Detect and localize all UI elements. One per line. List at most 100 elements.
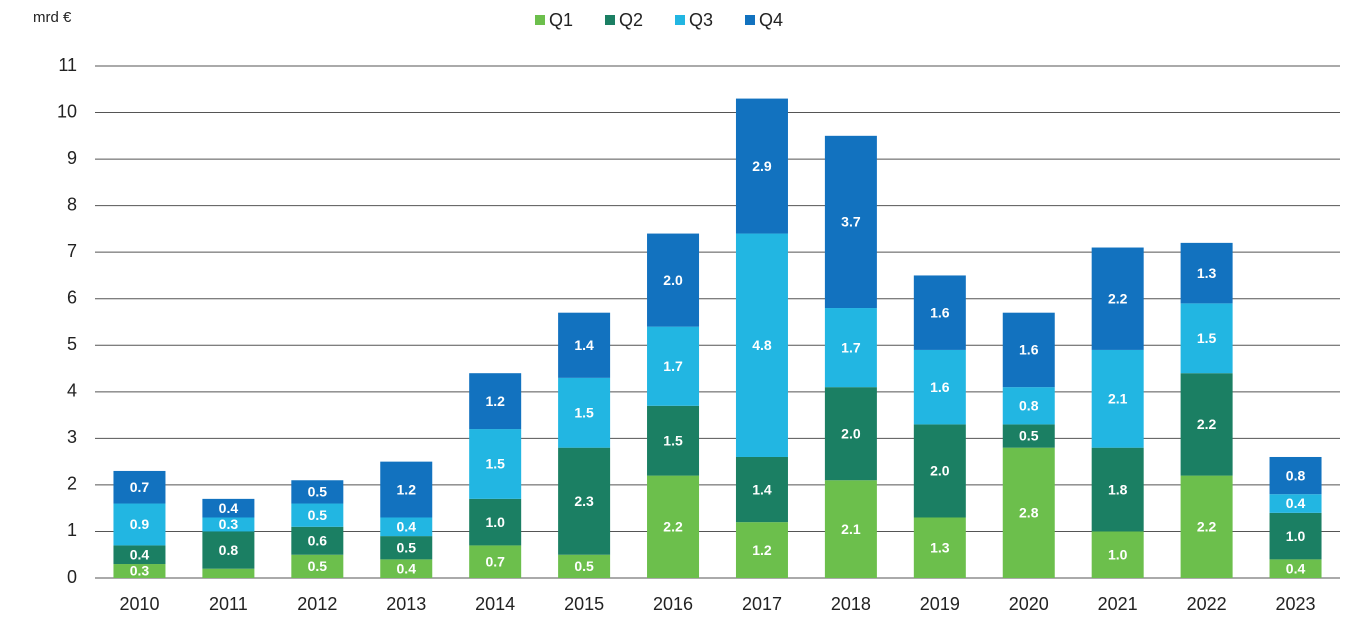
bar-segment <box>202 568 255 578</box>
data-label: 1.5 <box>574 404 594 420</box>
y-axis-label: mrd € <box>33 9 72 26</box>
bar-segment <box>1002 312 1055 388</box>
data-label: 0.4 <box>219 500 239 516</box>
data-label: 1.5 <box>485 456 505 472</box>
bar-segment <box>202 498 255 518</box>
bar-segment <box>380 559 433 578</box>
data-label: 0.7 <box>485 553 505 569</box>
data-label: 4.8 <box>752 337 772 353</box>
y-tick-label: 1 <box>67 520 77 540</box>
bar-segment <box>380 461 433 518</box>
data-label: 0.5 <box>308 507 328 523</box>
data-label: 0.9 <box>130 516 150 532</box>
data-label: 0.5 <box>308 558 328 574</box>
data-label: 2.0 <box>930 463 950 479</box>
data-label: 2.3 <box>574 493 594 509</box>
data-label: 2.2 <box>663 519 683 535</box>
data-label: 1.4 <box>574 337 594 353</box>
bar-segment <box>1091 531 1144 578</box>
legend-swatch <box>745 15 755 25</box>
data-label: 1.0 <box>485 514 505 530</box>
data-label: 1.6 <box>930 379 950 395</box>
data-label: 1.4 <box>752 481 772 497</box>
bar-segment <box>735 98 788 234</box>
data-label: 0.5 <box>574 558 594 574</box>
bar-segment <box>913 517 966 578</box>
bar-segment <box>1269 512 1322 560</box>
data-label: 1.2 <box>752 542 772 558</box>
data-label: 1.3 <box>930 539 950 555</box>
data-label: 2.1 <box>1108 391 1128 407</box>
data-label: 1.7 <box>663 358 683 374</box>
x-tick-label: 2022 <box>1187 594 1227 614</box>
data-label: 0.4 <box>397 560 417 576</box>
y-tick-label: 11 <box>58 55 77 75</box>
bar-segment <box>202 517 255 532</box>
y-tick-label: 6 <box>67 287 77 307</box>
bar-segment <box>1180 242 1233 304</box>
x-tick-label: 2016 <box>653 594 693 614</box>
data-label: 2.9 <box>752 158 772 174</box>
legend-label: Q4 <box>759 10 783 30</box>
bar-segment <box>469 429 522 499</box>
y-tick-label: 4 <box>67 381 77 401</box>
bar-segment <box>647 233 700 327</box>
y-tick-label: 5 <box>67 334 77 354</box>
y-tick-label: 3 <box>67 427 77 447</box>
y-tick-label: 0 <box>67 567 77 587</box>
bar-segment <box>1091 447 1144 532</box>
x-tick-label: 2011 <box>209 594 248 614</box>
bar-segment <box>1180 475 1233 578</box>
data-label: 2.0 <box>663 272 683 288</box>
bar-segment <box>1269 494 1322 513</box>
data-label: 1.5 <box>663 432 683 448</box>
data-label: 2.2 <box>1108 290 1128 306</box>
bar-segment <box>735 233 788 457</box>
bar-segment <box>291 503 344 527</box>
data-label: 2.8 <box>1019 505 1039 521</box>
bar-segment <box>913 349 966 425</box>
bar-segment <box>202 531 255 569</box>
data-label: 2.1 <box>841 521 861 537</box>
data-label: 1.0 <box>1286 528 1306 544</box>
bar-segment <box>1091 247 1144 350</box>
data-label: 0.4 <box>130 546 150 562</box>
bar-segment <box>735 456 788 523</box>
x-tick-label: 2012 <box>297 594 337 614</box>
bar-segment <box>1269 559 1322 578</box>
bar-segment <box>1002 387 1055 425</box>
bar-segment <box>1002 447 1055 578</box>
bar-segment <box>558 377 611 448</box>
legend-label: Q1 <box>549 10 573 30</box>
data-label: 1.6 <box>930 304 950 320</box>
bar-segment <box>1269 456 1322 495</box>
data-label: 0.7 <box>130 479 150 495</box>
bar-segment <box>469 373 522 430</box>
data-label: 1.7 <box>841 339 861 355</box>
y-tick-label: 9 <box>67 148 77 168</box>
x-tick-label: 2021 <box>1098 594 1138 614</box>
bar-segment <box>113 564 166 578</box>
bar-segment <box>291 554 344 578</box>
x-tick-label: 2019 <box>920 594 960 614</box>
bar-segment <box>469 545 522 578</box>
bar-segment <box>1180 373 1233 476</box>
data-label: 0.5 <box>397 539 417 555</box>
y-tick-label: 8 <box>67 194 77 214</box>
data-label: 0.3 <box>219 516 239 532</box>
data-label: 1.2 <box>485 393 505 409</box>
y-tick-label: 10 <box>57 101 77 121</box>
data-label: 0.4 <box>1286 560 1306 576</box>
bar-segment <box>824 480 877 578</box>
data-label: 0.8 <box>1019 397 1039 413</box>
x-tick-label: 2010 <box>119 594 159 614</box>
data-label: 1.3 <box>1197 265 1217 281</box>
data-label: 0.4 <box>1286 495 1306 511</box>
data-label: 1.0 <box>1108 546 1128 562</box>
y-tick-label: 7 <box>67 241 77 261</box>
x-tick-label: 2014 <box>475 594 515 614</box>
bar-segment <box>469 498 522 546</box>
legend-swatch <box>605 15 615 25</box>
bar-segment <box>558 447 611 555</box>
bar-segment <box>913 424 966 518</box>
